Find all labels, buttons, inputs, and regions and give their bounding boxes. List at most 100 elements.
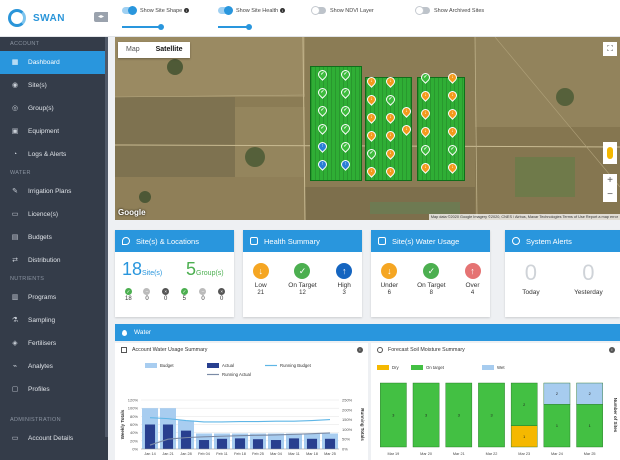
sidebar-item-budgets[interactable]: ▤ Budgets [0,226,108,249]
sidebar-item-site-s[interactable]: ◉ Site(s) [0,74,108,97]
toggle-site-shape[interactable]: Show Site Shape i [122,6,190,15]
toggle-site-health[interactable]: Show Site Health i [218,6,286,15]
slider-handle[interactable] [158,24,164,30]
system-alerts-card[interactable]: System Alerts 0 Today 0 Yesterday [505,230,620,317]
toggle-archived-sites[interactable]: Show Archived Sites [415,6,484,15]
map-attribution[interactable]: Map data ©2020 Google Imagery ©2020, CNE… [428,214,620,220]
x-tick-label: Mar 24 [551,452,563,456]
y-tick-label: 80% [130,414,138,419]
x-tick-label: Mar 19 [387,452,399,456]
health-low[interactable]: ↓ Low 21 [252,263,269,296]
toggle-label: Show Site Health [236,7,279,14]
actual-bar [288,438,300,449]
zoom-in-button[interactable]: + [607,175,613,186]
close-icon: × [162,288,170,295]
health-on-target[interactable]: ✓ On Target 12 [288,263,317,296]
collapse-sidebar-button[interactable]: ◂▸ [94,12,108,22]
close-icon: × [218,288,226,295]
info-icon[interactable]: i [357,347,363,353]
sidebar-item-fertilisers[interactable]: ◈ Fertilisers [0,332,108,355]
info-icon[interactable]: i [184,8,190,13]
sidebar-item-label: Licence(s) [28,211,58,218]
usage-on-target[interactable]: ✓ On Target 8 [417,263,446,296]
y-axis-label: Weekly Totals [120,409,125,439]
groups-count[interactable]: 5Group(s) [186,259,224,279]
location-pin-icon [122,237,130,245]
sidebar-item-equipment[interactable]: ▣ Equipment [0,120,108,143]
health-high[interactable]: ↑ High 3 [336,263,353,296]
slider-handle[interactable] [246,24,252,30]
water-usage-card[interactable]: Site(s) Water Usage ↓ Under 6 ✓ On Target 8 … [371,230,490,317]
info-icon[interactable]: i [280,8,286,13]
alerts-yesterday[interactable]: 0 Yesterday [574,260,603,296]
site-shape-opacity-slider[interactable] [122,24,164,30]
sidebar-item-analytes[interactable]: ⌁ Analytes [0,355,108,378]
site-health-switch[interactable] [218,6,233,15]
sidebar-item-distribution[interactable]: ⇄ Distribution [0,249,108,272]
sidebar-section-title: ADMINISTRATION [10,417,61,423]
fullscreen-icon[interactable]: ⛶ [603,42,617,56]
sidebar-item-sampling[interactable]: ⚗ Sampling [0,309,108,332]
x-tick-label: Mar 18 [306,452,318,456]
actual-bar [180,430,192,449]
health-summary-card[interactable]: Health Summary ↓ Low 21 ✓ On Target 12 ↑ High… [243,230,362,317]
y2-axis-label: Running Totals [360,408,365,441]
sidebar-item-logs-alerts[interactable]: ◔ Logs & Alerts [0,143,108,166]
site-shape-switch[interactable] [122,6,137,15]
map-tab-map[interactable]: Map [126,46,140,53]
satellite-map[interactable]: ✓ ✓ ✓ ✓ ↑ ↑ ✓ ✓ ✓ ✓ ✓ ↑ ↓ ↓ ↓ ↓ ✓ ↓ ↓ ✓ ↓ ↓ ↓ ↓ ↓ ↓ ✓ ↓ ↓ ↓ ✓ ↓ ↓ ↓ ↓ ↓ ✓ ↓ M… [115,37,620,220]
water-section-header: Water [115,324,620,341]
legend-swatch [207,363,219,368]
moisture-bar-segment [543,382,571,405]
calendar-icon [121,347,127,353]
legend-label: Running Actual [222,372,251,377]
segment-label: 1 [589,424,591,428]
segment-label: 2 [523,403,525,407]
y2-tick-label: 250% [342,398,353,403]
sites-status-row: ✓ 18 –0 × 0 [119,288,175,302]
flask-icon: ⚗ [11,316,19,324]
usage-over[interactable]: ↑ Over 4 [464,263,481,296]
sidebar-item-profiles[interactable]: ▢ Profiles [0,378,108,401]
moisture-bar-segment [380,382,407,448]
fertiliser-icon: ◈ [12,339,18,347]
sidebar-item-dashboard[interactable]: ▦ Dashboard [0,51,108,74]
card-header: Health Summary [243,230,362,252]
zoom-out-button[interactable]: − [607,189,613,200]
panel-title: Forecast Soil Moisture Summary [377,347,465,353]
sidebar-item-label: Analytes [28,363,53,370]
sidebar-item-label: Account Details [28,435,74,442]
sidebar-item-account-details[interactable]: ▭ Account Details [0,427,108,450]
sidebar-item-group-s[interactable]: ◎ Group(s) [0,97,108,120]
x-tick-label: Feb 04 [198,452,210,456]
group-icon: ◎ [11,104,19,112]
info-icon[interactable]: i [609,347,615,353]
app-name: SWAN [33,12,65,24]
x-tick-label: Mar 04 [270,452,282,456]
alerts-today[interactable]: 0 Today [522,260,540,296]
running-budget-line [149,417,331,423]
site-health-opacity-slider[interactable] [218,24,252,30]
water-usage-stats: ↓ Under 6 ✓ On Target 8 ↑ Over 4 [371,263,490,296]
sidebar-item-irrigation-plans[interactable]: ✎ Irrigation Plans [0,180,108,203]
y-axis-label: Number of Sites [613,398,618,433]
sites-count[interactable]: 18Site(s) [122,259,163,279]
toggle-ndvi-layer[interactable]: Show NDVI Layer [311,6,374,15]
usage-under[interactable]: ↓ Under 6 [380,263,398,296]
toggle-label: Show Site Shape [140,7,183,14]
sidebar-scrollbar[interactable] [105,37,108,437]
alert-icon [512,237,520,245]
x-tick-label: Jan 28 [180,452,191,456]
groups-status-row: ✓ 5 –0 × 0 [175,288,231,302]
minus-icon: – [199,288,207,295]
ndvi-switch[interactable] [311,6,326,15]
street-view-pegman-icon[interactable] [603,142,617,164]
actual-bar [198,440,210,449]
archived-switch[interactable] [415,6,430,15]
sidebar-item-programs[interactable]: ▥ Programs [0,286,108,309]
x-tick-label: Mar 25 [584,452,596,456]
sidebar-item-licence-s[interactable]: ▭ Licence(s) [0,203,108,226]
dashboard-icon: ▦ [11,58,19,66]
map-tab-satellite[interactable]: Satellite [155,46,183,53]
water-usage-icon [378,237,386,245]
